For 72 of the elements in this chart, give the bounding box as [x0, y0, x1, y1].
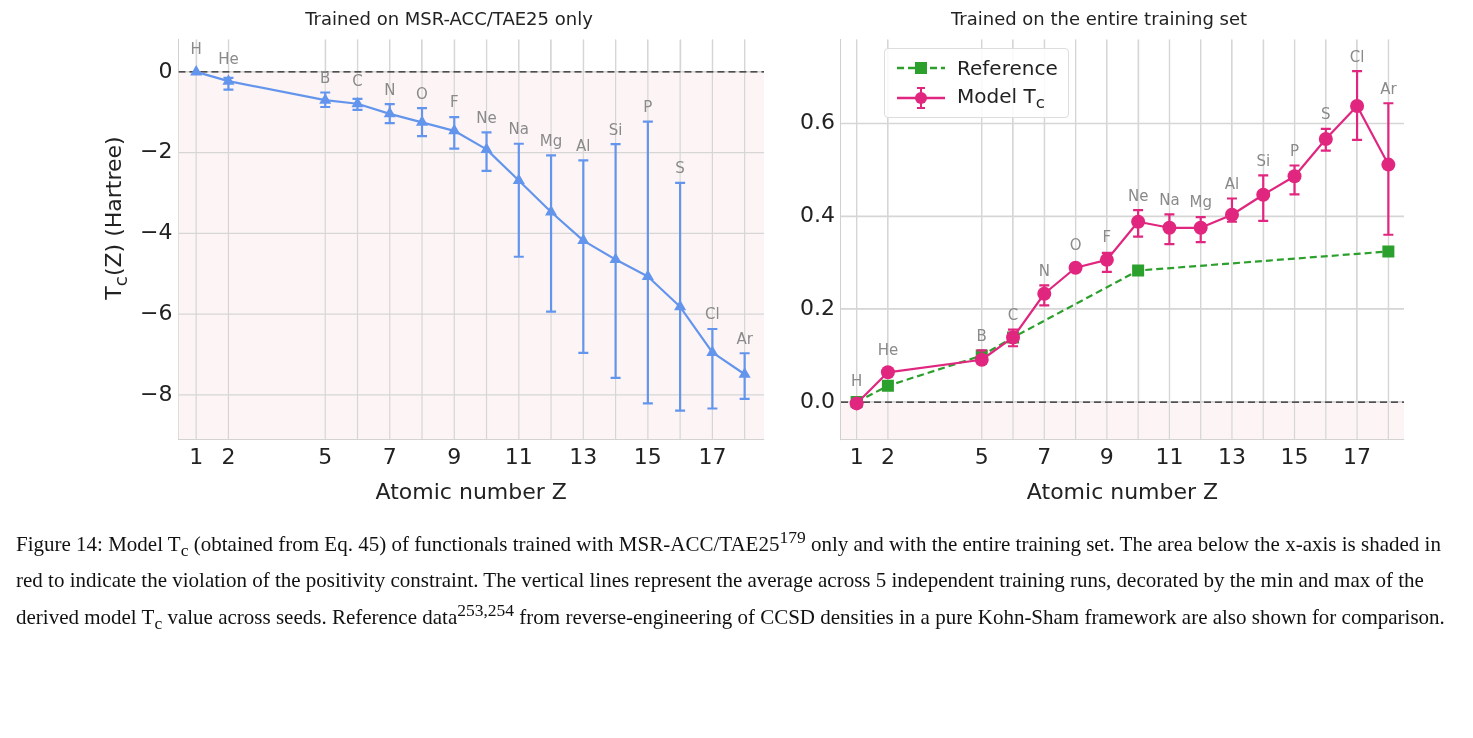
annotation: Mg: [539, 131, 563, 150]
y-tick-label: −8: [139, 380, 173, 406]
annotation: O: [1069, 236, 1082, 255]
y-tick-label: 0.2: [799, 294, 835, 320]
annotation: Si: [1256, 151, 1271, 170]
annotation: Na: [508, 120, 530, 139]
annotation: S: [675, 159, 685, 178]
annotation: Al: [576, 136, 591, 155]
legend-label: Model T$_{c}$: [957, 84, 1045, 112]
annotation: Ne: [476, 108, 497, 127]
point: [1132, 264, 1145, 277]
text: Figure 14: Model T$_{c}$ (obtained from Eq. 45) of functionals trained with MSR-ACC/TAE25$^{179}$ only and with the entire training set. The area below the x-axis is shaded in red to indicate the violation of the positivity constraint. The vertical lines represent the average across 5 independent training runs, decorated by the min and max of the derived model T$_{c}$ value across seeds. Reference data$^{253,254}$ from reverse-engineering of CCSD densities in a pure Kohn-Sham framework are also shown for comparison.: [16, 527, 1445, 634]
annotation: He: [877, 340, 899, 359]
x-tick-label: 17: [698, 444, 727, 470]
annotation: H: [850, 371, 863, 390]
point: [190, 64, 203, 76]
point: [1382, 245, 1395, 258]
legend-label: Reference: [957, 56, 1058, 80]
y-tick-label: −6: [139, 299, 173, 325]
x-tick-label: 9: [1099, 444, 1114, 470]
annotation: N: [384, 80, 396, 99]
x-tick-label: 15: [1280, 444, 1309, 470]
x-tick-label: 1: [849, 444, 864, 470]
x-tick-label: 2: [880, 444, 895, 470]
annotation: Na: [1159, 190, 1180, 209]
x-tick-label: 11: [504, 444, 533, 470]
annotation: Ne: [1127, 186, 1149, 205]
point: [1068, 260, 1083, 275]
y-tick-label: −4: [139, 219, 173, 245]
x-tick-label: 5: [318, 444, 333, 470]
x-tick-label: 7: [382, 444, 397, 470]
y-tick-label: 0.6: [799, 108, 835, 134]
x-tick-label: 13: [569, 444, 598, 470]
y-tick-label: −2: [139, 138, 173, 164]
annotation: Cl: [705, 305, 720, 324]
annotation: C: [1007, 305, 1019, 324]
y-tick-label: 0: [158, 57, 173, 83]
annotation: Ar: [1380, 79, 1398, 98]
annotation: P: [1290, 141, 1300, 160]
x-tick-label: 1: [189, 444, 204, 470]
x-tick-label: 9: [447, 444, 462, 470]
chart-title: Trained on the entire training set: [949, 8, 1248, 30]
x-tick-label: 17: [1343, 444, 1372, 470]
x-tick-label: 5: [974, 444, 989, 470]
x-axis-title: Atomic number Z: [375, 478, 567, 504]
annotation: Si: [608, 120, 623, 139]
x-tick-label: 13: [1217, 444, 1246, 470]
point: [880, 365, 895, 380]
point: [881, 379, 894, 392]
annotation: Cl: [1349, 47, 1365, 66]
annotation: O: [416, 84, 428, 103]
annotation: B: [320, 68, 331, 87]
y-tick-label: 0.4: [799, 201, 835, 227]
x-axis-title: Atomic number Z: [1026, 478, 1219, 504]
x-tick-label: 7: [1037, 444, 1052, 470]
y-tick-label: 0.0: [799, 387, 835, 413]
annotation: P: [643, 97, 653, 116]
annotation: Ar: [736, 329, 754, 348]
x-tick-label: 11: [1155, 444, 1184, 470]
x-tick-label: 15: [633, 444, 662, 470]
annotation: He: [218, 49, 239, 68]
annotation: N: [1038, 261, 1050, 280]
annotation: Al: [1224, 174, 1240, 193]
annotation: F: [449, 93, 459, 112]
annotation: H: [190, 40, 202, 59]
annotation: C: [352, 72, 363, 91]
annotation: S: [1321, 105, 1331, 124]
annotation: F: [1102, 228, 1112, 247]
annotation: B: [976, 326, 987, 345]
chart-title: Trained on MSR-ACC/TAE25 only: [304, 8, 594, 30]
x-tick-label: 2: [221, 444, 236, 470]
annotation: Mg: [1189, 193, 1212, 212]
